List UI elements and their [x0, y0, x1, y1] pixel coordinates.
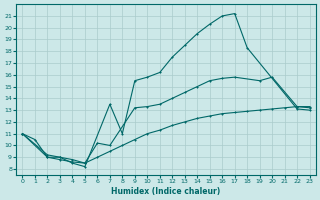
X-axis label: Humidex (Indice chaleur): Humidex (Indice chaleur)	[111, 187, 221, 196]
